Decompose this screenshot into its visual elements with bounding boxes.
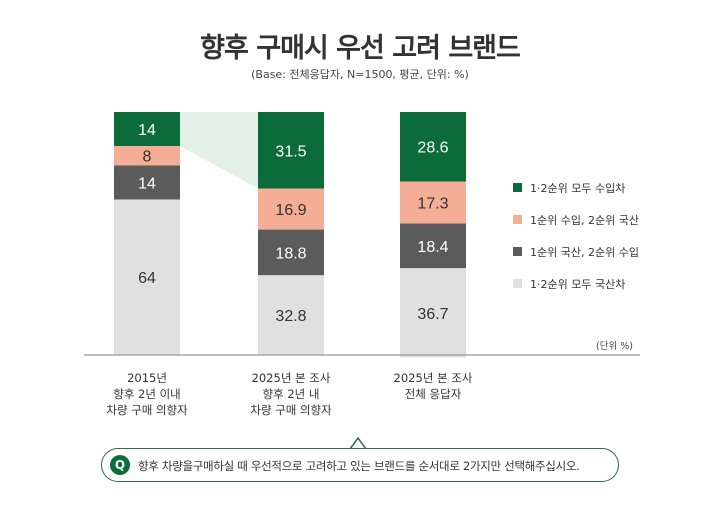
data-label: 31.5 [275, 143, 306, 160]
bar-segment [114, 165, 180, 200]
question-box: Q 향후 차량을구매하실 때 우선적으로 고려하고 있는 브랜드를 순서대로 2… [101, 448, 619, 482]
bar-segment [114, 146, 180, 166]
chart-title: 향후 구매시 우선 고려 브랜드 [200, 33, 521, 64]
bar-segment [400, 223, 466, 269]
legend-swatch [513, 215, 522, 224]
data-label: 18.8 [275, 245, 306, 262]
connector-highlight [180, 112, 258, 189]
category-label-line: 차량 구매 의향자 [250, 403, 332, 417]
category-label-line: 2025년 본 조사 [393, 371, 473, 385]
category-label-line: 향후 2년 내 [262, 387, 320, 401]
category-label-line: 향후 2년 이내 [113, 387, 181, 401]
data-label: 36.7 [417, 306, 448, 323]
legend-label: 1순위 국산, 2순위 수입 [530, 246, 639, 259]
bar-segment [114, 199, 180, 355]
data-label: 8 [143, 149, 152, 166]
bar-segment [258, 188, 324, 230]
bar-segment [258, 112, 324, 189]
category-label-line: 차량 구매 의향자 [106, 403, 188, 417]
bar-segment [400, 112, 466, 182]
legend-swatch [513, 183, 522, 192]
question-badge: Q [110, 455, 130, 475]
bar-segment [400, 181, 466, 224]
legend-swatch [513, 279, 522, 288]
bar-segment [258, 275, 324, 355]
data-label: 16.9 [275, 202, 306, 219]
category-label-line: 2015년 [127, 371, 167, 385]
data-label: 32.8 [275, 308, 306, 325]
category-label-line: 전체 응답자 [404, 387, 462, 401]
legend-label: 1·2순위 모두 국산차 [530, 278, 625, 291]
data-label: 14 [138, 175, 156, 192]
legend-label: 1·2순위 모두 수입차 [530, 182, 625, 195]
data-label: 17.3 [417, 196, 448, 213]
bar-segment [258, 229, 324, 276]
data-label: 14 [138, 122, 156, 139]
data-label: 28.6 [417, 140, 448, 157]
unit-label: (단위 %) [596, 341, 633, 352]
category-label-line: 2025년 본 조사 [251, 371, 331, 385]
data-label: 18.4 [417, 239, 448, 256]
data-label: 64 [138, 270, 156, 287]
legend-swatch [513, 247, 522, 256]
legend-label: 1순위 수입, 2순위 국산 [530, 214, 639, 227]
question-text: 향후 차량을구매하실 때 우선적으로 고려하고 있는 브랜드를 순서대로 2가지… [138, 459, 580, 473]
bar-segment [114, 112, 180, 147]
bar-segment [400, 268, 466, 358]
chart-subtitle: (Base: 전체응답자, N=1500, 평균, 단위: %) [251, 68, 469, 81]
